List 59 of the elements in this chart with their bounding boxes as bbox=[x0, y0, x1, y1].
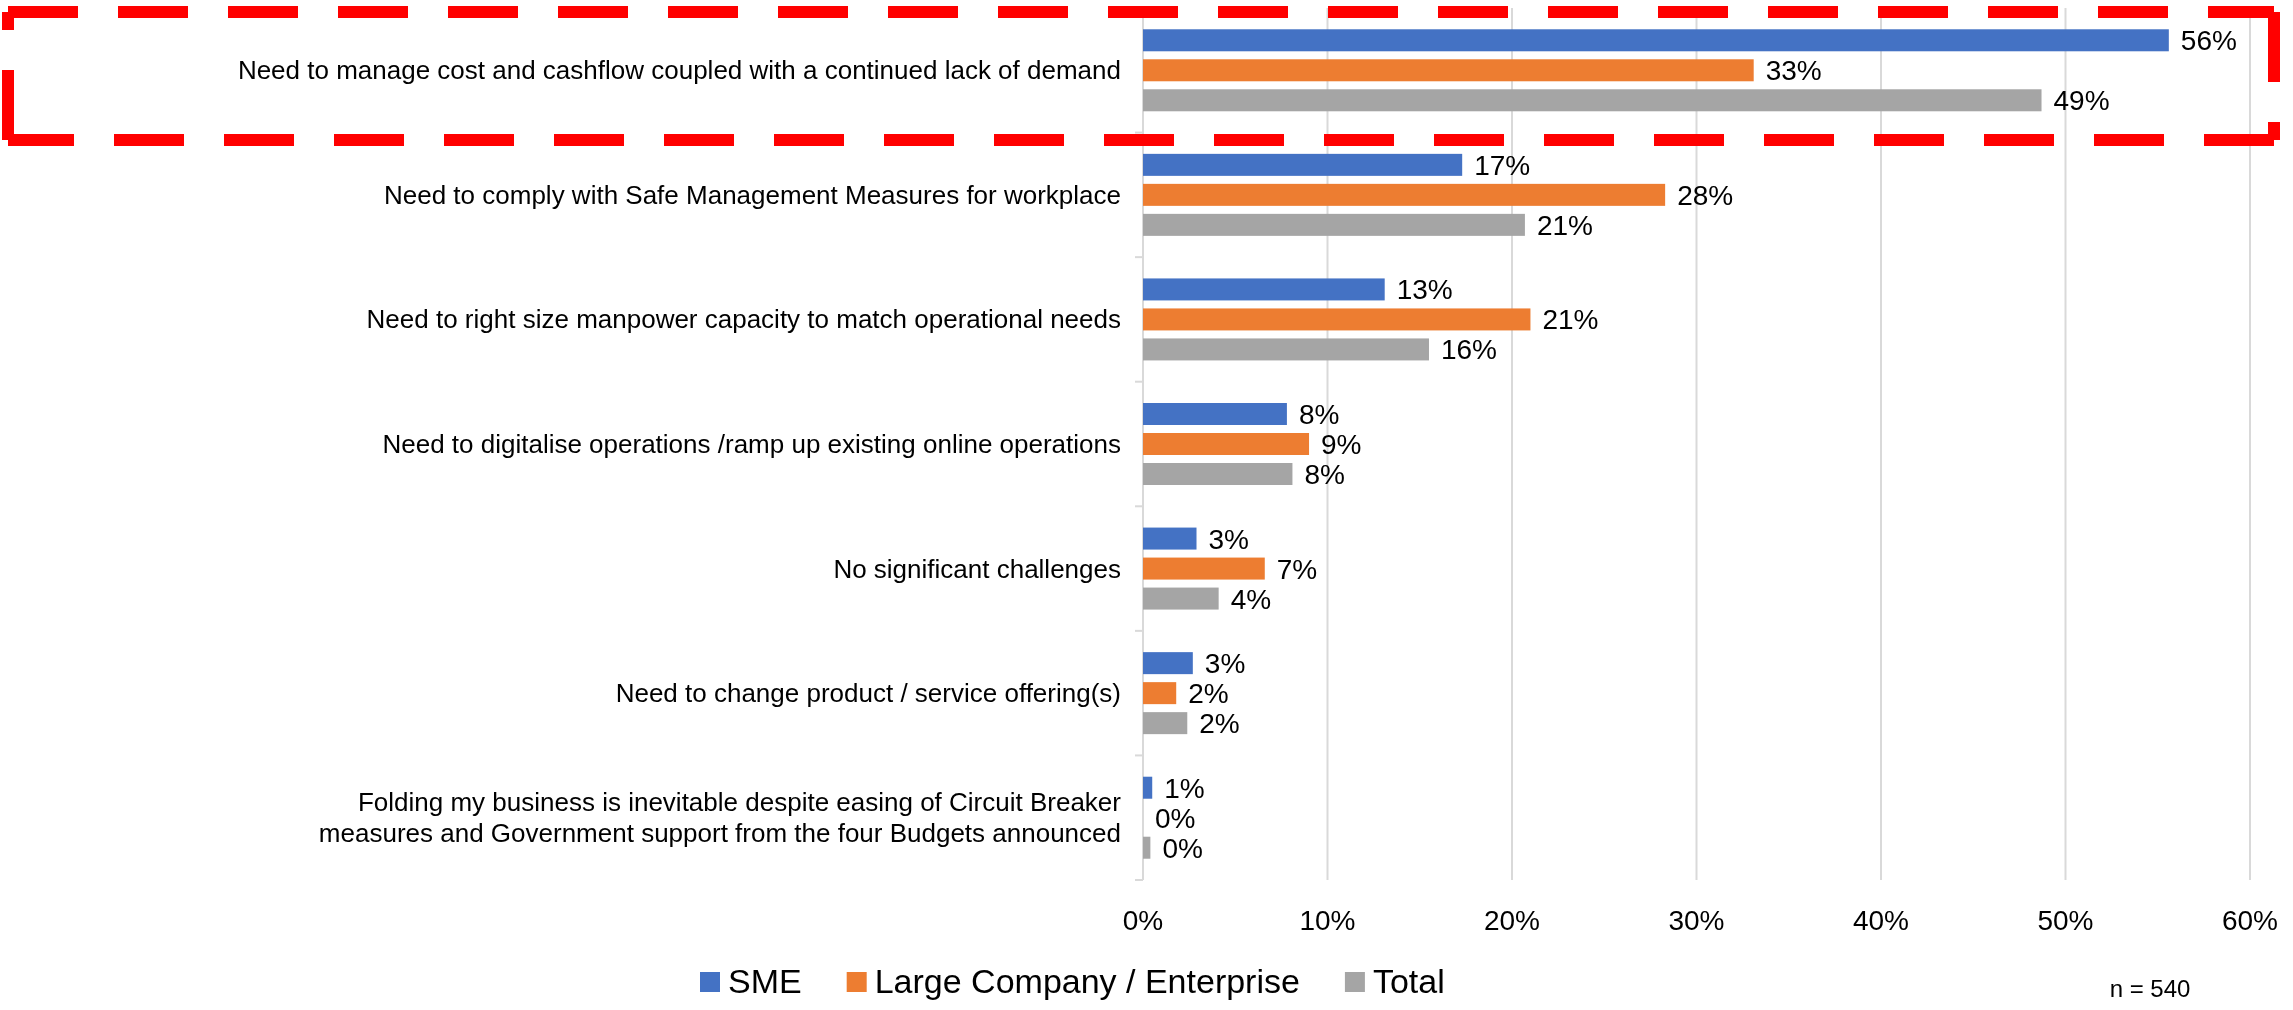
legend-label: Total bbox=[1372, 962, 1445, 1000]
data-label: 0% bbox=[1162, 832, 1203, 864]
data-label: 1% bbox=[1164, 772, 1205, 804]
legend-label: Large Company / Enterprise bbox=[874, 962, 1300, 1000]
data-label: 13% bbox=[1396, 274, 1453, 306]
data-label: 3% bbox=[1208, 523, 1249, 555]
y-tick-label: No significant challenges bbox=[833, 553, 1121, 584]
data-label: 3% bbox=[1204, 648, 1246, 680]
bar bbox=[1143, 776, 1153, 799]
bar bbox=[1143, 652, 1193, 675]
bar bbox=[1143, 338, 1429, 361]
data-label: 49% bbox=[2053, 85, 2110, 117]
bar bbox=[1143, 89, 2042, 112]
data-label: 2% bbox=[1199, 708, 1240, 740]
x-tick-label: 60% bbox=[2221, 905, 2279, 936]
bar bbox=[1143, 29, 2169, 52]
bar bbox=[1143, 712, 1188, 735]
bar bbox=[1143, 682, 1177, 705]
bar bbox=[1143, 308, 1531, 331]
data-label: 21% bbox=[1536, 209, 1593, 241]
bar bbox=[1143, 587, 1219, 610]
bar bbox=[1143, 403, 1287, 425]
y-tick-label: Need to manage cost and cashflow coupled with a continued lack of demand bbox=[237, 55, 1121, 86]
data-label: 0% bbox=[1155, 802, 1196, 834]
data-label: 28% bbox=[1677, 179, 1734, 211]
bar bbox=[1143, 59, 1754, 82]
data-label: 7% bbox=[1276, 553, 1318, 585]
bar bbox=[1143, 836, 1151, 859]
data-label: 33% bbox=[1765, 55, 1822, 87]
x-tick-label: 30% bbox=[1668, 905, 1725, 936]
text: n = 540 bbox=[2109, 975, 2191, 1002]
y-tick-label: Need to comply with Safe Management Measures for workplace bbox=[383, 179, 1121, 210]
bar bbox=[1143, 213, 1525, 236]
bar bbox=[1143, 153, 1463, 176]
bar bbox=[1143, 183, 1666, 206]
data-label: 21% bbox=[1542, 304, 1599, 336]
y-tick-label: Need to digitalise operations /ramp up existing online operations bbox=[382, 429, 1121, 459]
y-tick-label: Folding my business is inevitable despite easing of Circuit Breaker measures and Government support from the four Budgets announced bbox=[318, 787, 1122, 849]
data-label: 56% bbox=[2180, 25, 2237, 57]
data-label: 17% bbox=[1474, 149, 1531, 181]
data-label: 16% bbox=[1440, 334, 1498, 366]
x-tick-label: 40% bbox=[1852, 905, 1910, 936]
bar bbox=[1143, 557, 1265, 580]
data-label: 2% bbox=[1188, 678, 1229, 710]
x-tick-label: 10% bbox=[1299, 905, 1356, 936]
x-tick-label: 50% bbox=[2037, 905, 2094, 936]
bar bbox=[1143, 463, 1293, 485]
x-tick-label: 20% bbox=[1483, 905, 1541, 936]
data-label: 8% bbox=[1304, 459, 1345, 490]
data-label: 4% bbox=[1230, 583, 1272, 615]
bar bbox=[1143, 527, 1197, 550]
legend-label: SME bbox=[728, 962, 802, 1000]
data-label: 9% bbox=[1321, 429, 1362, 460]
data-label: 8% bbox=[1298, 399, 1340, 430]
y-tick-label: Need to right size manpower capacity to match operational needs bbox=[366, 304, 1121, 335]
y-tick-label: Need to change product / service offering(s) bbox=[615, 678, 1121, 709]
x-tick-label: 0% bbox=[1122, 905, 1164, 936]
bar bbox=[1143, 278, 1385, 301]
bar bbox=[1143, 433, 1310, 455]
